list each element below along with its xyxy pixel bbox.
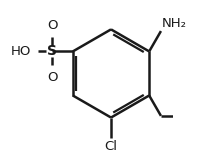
Text: S: S <box>47 44 57 58</box>
Text: O: O <box>47 19 58 32</box>
Text: HO: HO <box>11 45 31 58</box>
Text: Cl: Cl <box>105 140 118 153</box>
Text: NH₂: NH₂ <box>162 17 187 30</box>
Text: O: O <box>47 71 58 84</box>
